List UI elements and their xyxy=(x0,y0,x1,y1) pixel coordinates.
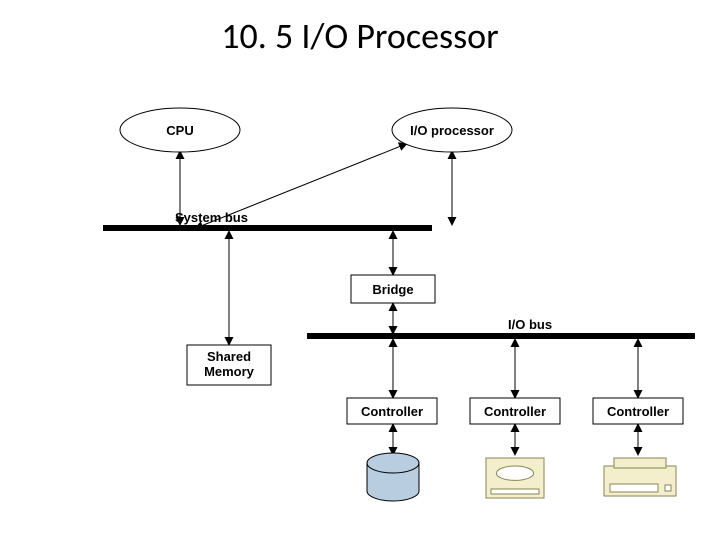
cpu-label: CPU xyxy=(120,108,240,152)
printer-tray-icon xyxy=(610,484,658,492)
iop-label: I/O processor xyxy=(392,108,512,152)
shared-memory-label: Shared Memory xyxy=(187,345,271,385)
system-bus-label: System bus xyxy=(175,210,248,225)
disk-top-icon xyxy=(367,453,419,473)
controller-2-label: Controller xyxy=(470,398,560,424)
cdrom-tray-icon xyxy=(491,489,539,494)
printer-top-icon xyxy=(614,458,666,468)
printer-button-icon xyxy=(665,485,671,491)
diagram-canvas xyxy=(0,0,720,540)
cdrom-disc-icon xyxy=(496,466,533,480)
controller-1-label: Controller xyxy=(347,398,437,424)
io-bus-label: I/O bus xyxy=(508,317,552,332)
bridge-label: Bridge xyxy=(351,275,435,303)
controller-3-label: Controller xyxy=(593,398,683,424)
